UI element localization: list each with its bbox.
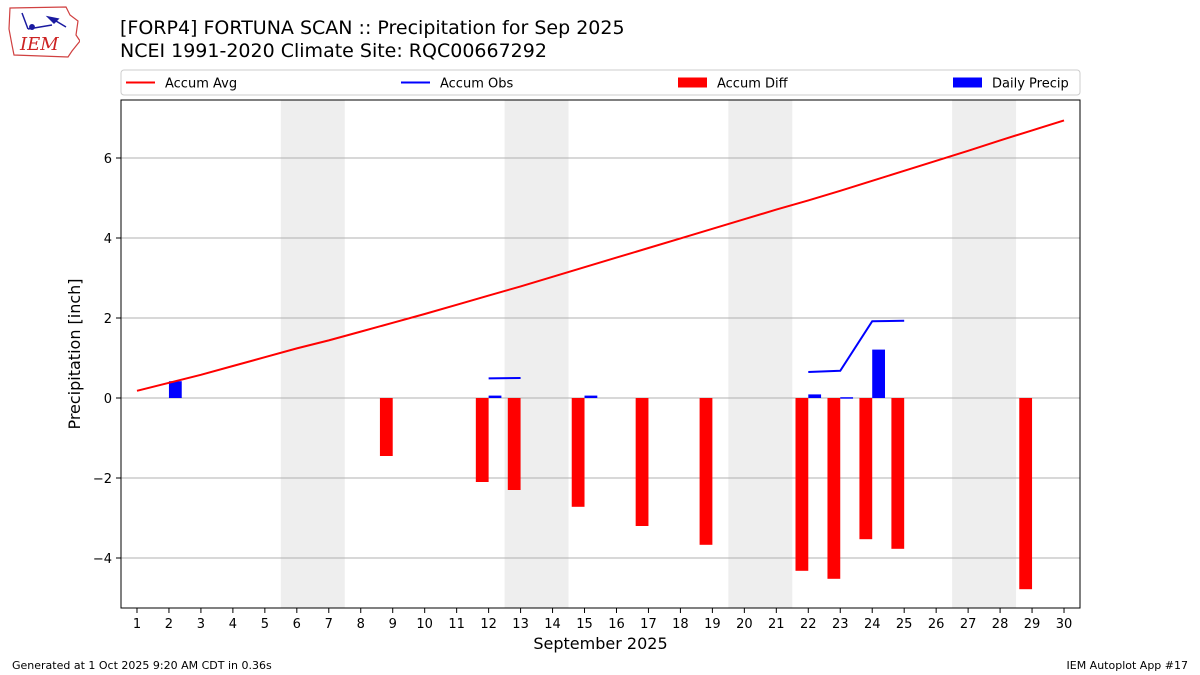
x-tick-label: 14 [544, 617, 561, 632]
footer-generated: Generated at 1 Oct 2025 9:20 AM CDT in 0… [12, 659, 272, 672]
legend-swatch-patch [678, 77, 707, 88]
y-tick-label: 6 [104, 152, 112, 167]
x-tick-label: 19 [704, 617, 721, 632]
x-tick-label: 1 [133, 617, 141, 632]
x-tick-label: 26 [928, 617, 945, 632]
x-tick-label: 30 [1056, 617, 1073, 632]
y-tick-label: −2 [93, 472, 112, 487]
weekend-band [280, 100, 345, 608]
legend-label: Accum Avg [165, 77, 237, 92]
legend-label: Daily Precip [992, 77, 1069, 92]
daily-precip-bar [168, 381, 182, 398]
x-tick-label: 3 [197, 617, 205, 632]
legend-box [120, 69, 1081, 96]
x-tick-label: 18 [672, 617, 689, 632]
daily-precip-bar [808, 394, 822, 398]
accum-avg-line [136, 119, 1065, 392]
bars [168, 349, 1033, 590]
footer-app: IEM Autoplot App #17 [1066, 659, 1189, 672]
x-tick-label: 5 [261, 617, 269, 632]
accum-diff-bar [571, 398, 585, 507]
series-lines [136, 119, 1065, 392]
weather-station-icon [21, 12, 67, 30]
y-axis-label: Precipitation [inch] [65, 278, 84, 429]
accum-diff-bar [475, 398, 489, 482]
chart-title: [FORP4] FORTUNA SCAN :: Precipitation fo… [120, 17, 625, 39]
accum-diff-bar [827, 398, 841, 579]
x-tick-label: 20 [736, 617, 753, 632]
weekend-band [504, 100, 569, 608]
weekend-band [952, 100, 1017, 608]
x-tick-label: 6 [293, 617, 301, 632]
x-tick-label: 22 [800, 617, 817, 632]
y-tick-label: 4 [104, 232, 112, 247]
x-tick-label: 25 [896, 617, 913, 632]
x-tick-label: 10 [416, 617, 433, 632]
x-tick-label: 11 [448, 617, 465, 632]
chart-subtitle: NCEI 1991-2020 Climate Site: RQC00667292 [120, 40, 547, 62]
legend-label: Accum Diff [717, 77, 789, 92]
x-tick-label: 15 [576, 617, 593, 632]
x-tick-label: 28 [992, 617, 1009, 632]
x-tick-label: 27 [960, 617, 977, 632]
logo-text: IEM [19, 34, 59, 55]
daily-precip-bar [840, 397, 854, 399]
x-tick-label: 23 [832, 617, 849, 632]
x-tick-label: 13 [512, 617, 529, 632]
plot-frame [120, 99, 1081, 609]
legend-swatch-patch [953, 77, 982, 88]
grid-lines [121, 157, 1080, 559]
accum-diff-bar [379, 398, 393, 456]
accum-diff-bar [635, 398, 649, 526]
daily-precip-bar [488, 395, 502, 398]
accum-diff-bar [507, 398, 521, 490]
daily-precip-bar [872, 349, 886, 398]
accum-diff-bar [795, 398, 809, 571]
iowa-state-outline [8, 6, 80, 58]
accum-obs-line [808, 319, 905, 373]
x-tick-label: 9 [389, 617, 397, 632]
daily-precip-bar [584, 395, 598, 398]
weekend-band [728, 100, 793, 608]
legend: Accum Avg Accum Obs Accum Diff Daily Precip [120, 69, 1081, 96]
x-tick-label: 16 [608, 617, 625, 632]
accum-diff-bar [699, 398, 713, 545]
y-tick-label: 2 [104, 312, 112, 327]
accum-diff-bar [859, 398, 873, 540]
x-tick-label: 7 [325, 617, 333, 632]
x-tick-label: 4 [229, 617, 237, 632]
x-axis-label: September 2025 [533, 634, 667, 653]
y-tick-label: 0 [104, 392, 112, 407]
weekend-shading [280, 100, 1017, 608]
x-tick-label: 24 [864, 617, 881, 632]
x-tick-label: 2 [165, 617, 173, 632]
accum-diff-bar [1019, 398, 1033, 590]
x-tick-label: 21 [768, 617, 785, 632]
y-tick-label: −4 [93, 552, 112, 567]
iem-logo: IEM [8, 6, 80, 58]
x-tick-label: 17 [640, 617, 657, 632]
x-tick-label: 29 [1024, 617, 1041, 632]
legend-label: Accum Obs [440, 77, 513, 92]
x-tick-label: 12 [480, 617, 497, 632]
x-tick-label: 8 [357, 617, 365, 632]
accum-diff-bar [891, 398, 905, 549]
